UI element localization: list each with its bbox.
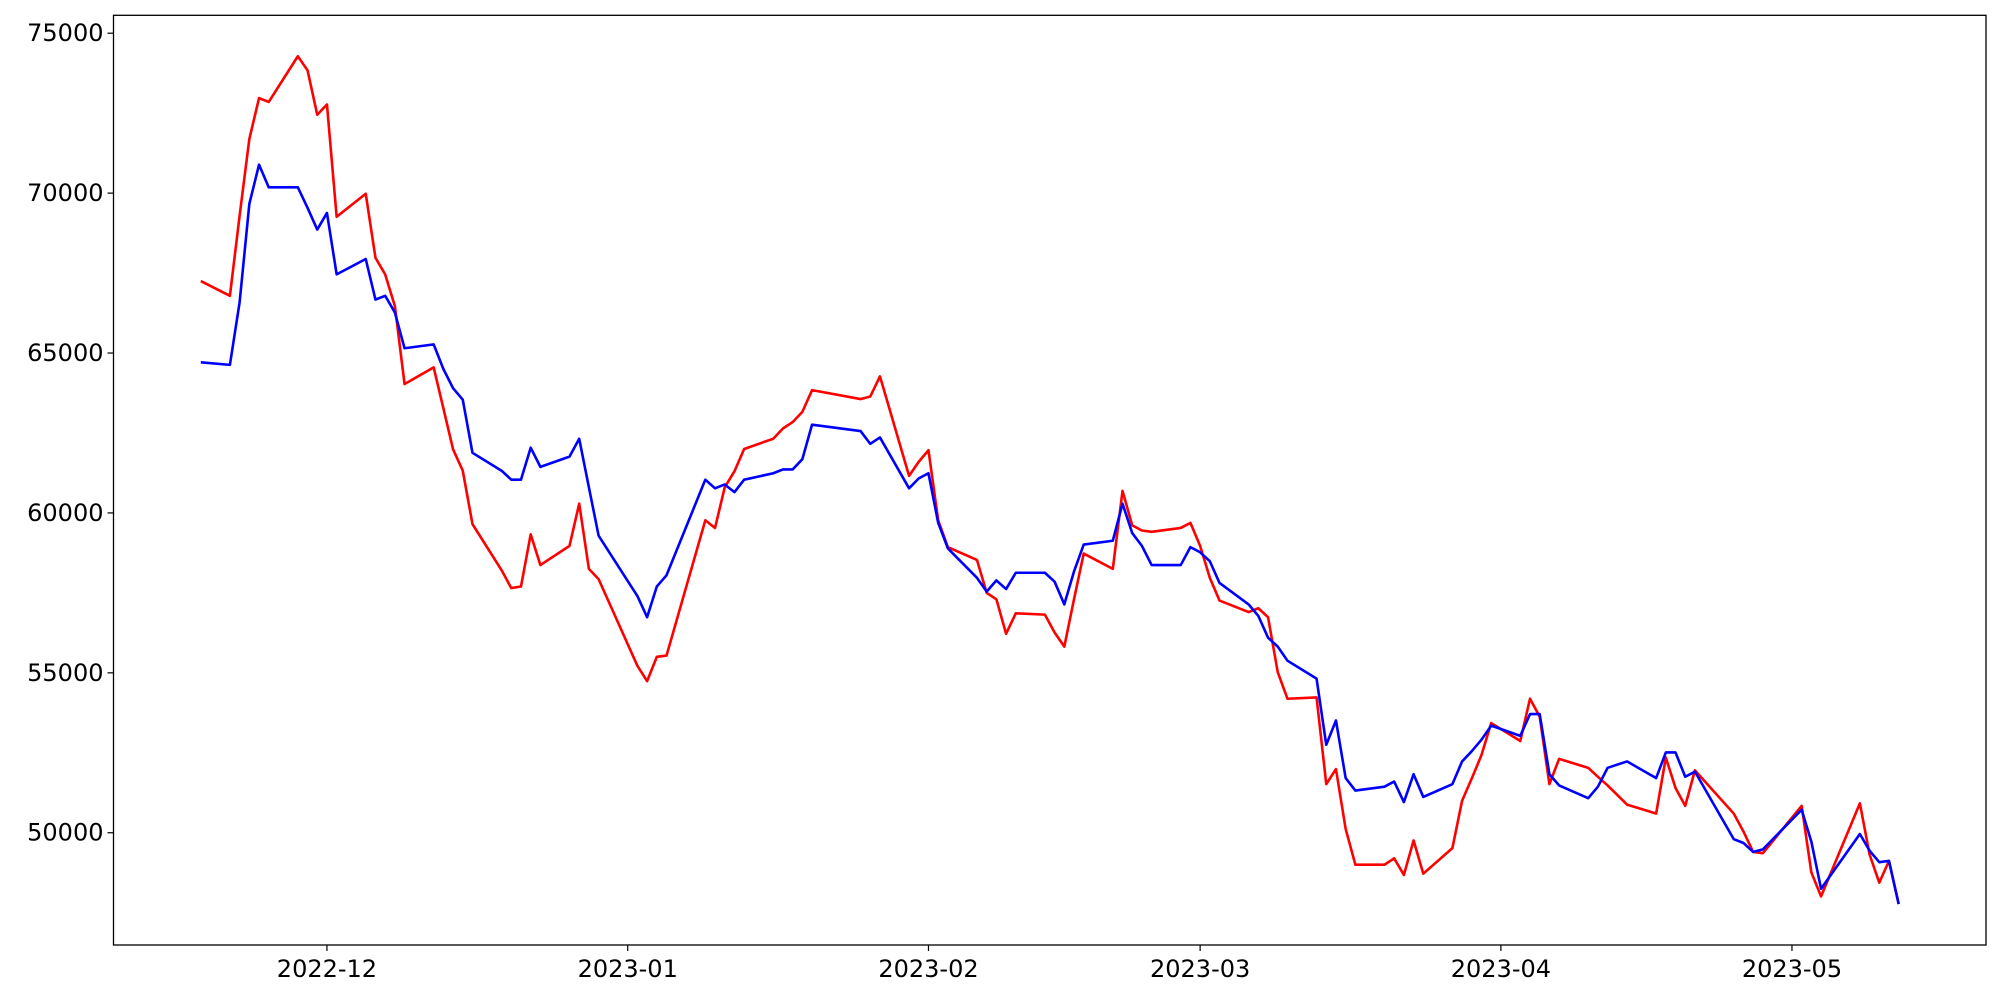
y-tick-label: 55000 <box>27 659 103 687</box>
y-tick-label: 75000 <box>27 19 103 47</box>
x-tick-label: 2023-01 <box>578 955 678 983</box>
y-tick-label: 60000 <box>27 499 103 527</box>
plot-frame <box>112 14 1987 946</box>
x-tick-label: 2023-02 <box>878 955 978 983</box>
x-tick-label: 2023-04 <box>1451 955 1551 983</box>
x-tick-label: 2022-12 <box>277 955 377 983</box>
y-tick-label: 70000 <box>27 179 103 207</box>
series-line <box>200 163 1900 905</box>
y-tick-label: 65000 <box>27 339 103 367</box>
y-tick-label: 50000 <box>27 819 103 847</box>
x-tick-label: 2023-05 <box>1742 955 1842 983</box>
series-line <box>200 54 1900 905</box>
x-tick-label: 2023-03 <box>1150 955 1250 983</box>
